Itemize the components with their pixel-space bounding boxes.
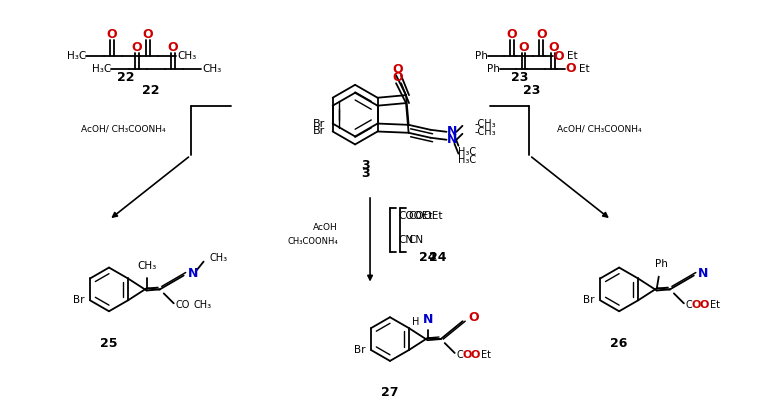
Text: 22: 22 [118, 71, 134, 84]
Text: C: C [686, 300, 693, 310]
Text: 25: 25 [101, 337, 118, 350]
Text: O: O [548, 41, 558, 54]
Text: CH₃: CH₃ [194, 300, 212, 310]
Text: -CH₃: -CH₃ [475, 127, 496, 137]
Text: CO: CO [176, 300, 190, 310]
Text: 27: 27 [381, 386, 399, 399]
Text: H₃C: H₃C [91, 64, 111, 74]
Text: O: O [471, 350, 480, 360]
Text: CN: CN [408, 235, 423, 245]
Text: O: O [536, 28, 547, 41]
Text: Br: Br [583, 295, 594, 305]
Text: O: O [167, 41, 178, 54]
Text: AcOH: AcOH [313, 223, 338, 232]
Text: N: N [422, 313, 433, 326]
Text: 23: 23 [511, 71, 528, 84]
Text: O: O [392, 63, 403, 76]
Text: CH₃: CH₃ [210, 253, 227, 263]
Text: CN: CN [398, 235, 413, 245]
Text: O: O [700, 300, 709, 310]
Text: Br: Br [72, 295, 84, 305]
Text: 3: 3 [361, 167, 369, 180]
Text: H: H [412, 317, 419, 327]
Text: O: O [107, 28, 118, 41]
Text: C: C [457, 350, 463, 360]
Text: 3: 3 [361, 159, 369, 172]
Text: O: O [392, 71, 403, 84]
Text: Et: Et [710, 300, 720, 310]
Text: O: O [468, 311, 479, 324]
Text: CH₃: CH₃ [203, 64, 222, 74]
Text: O: O [462, 350, 472, 360]
Text: Br: Br [313, 127, 325, 136]
Text: O: O [518, 41, 529, 54]
Text: CH₃: CH₃ [137, 260, 156, 271]
Text: AcOH/ CH₃COONH₄: AcOH/ CH₃COONH₄ [558, 124, 642, 133]
Text: O: O [131, 41, 142, 54]
Text: N: N [187, 267, 198, 280]
Text: Ph: Ph [475, 51, 488, 61]
Text: COOEt: COOEt [398, 211, 432, 221]
Text: Et: Et [579, 64, 590, 74]
Text: O: O [565, 62, 576, 75]
Text: O: O [692, 300, 701, 310]
Text: 23: 23 [523, 84, 540, 97]
Text: 24: 24 [419, 251, 436, 264]
Text: Br: Br [353, 345, 365, 355]
Text: CH₃: CH₃ [177, 51, 197, 61]
Text: CH₃COONH₄: CH₃COONH₄ [287, 237, 338, 246]
Text: N: N [698, 267, 708, 280]
Text: 26: 26 [611, 337, 627, 350]
Text: -CH₃: -CH₃ [475, 119, 496, 129]
Text: COOEt: COOEt [408, 211, 442, 221]
Text: O: O [143, 28, 153, 41]
Text: O: O [506, 28, 517, 41]
Text: H₃C: H₃C [67, 51, 86, 61]
Text: Br: Br [313, 118, 325, 129]
Text: Et: Et [481, 350, 491, 360]
Text: N: N [446, 133, 457, 146]
Text: Ph: Ph [655, 259, 668, 269]
Text: O: O [554, 50, 564, 63]
Text: H₃C: H₃C [458, 155, 477, 164]
Text: 24: 24 [429, 251, 446, 264]
Text: Ph: Ph [487, 64, 499, 74]
Text: AcOH/ CH₃COONH₄: AcOH/ CH₃COONH₄ [81, 124, 166, 133]
Text: Et: Et [568, 51, 578, 61]
Text: N: N [446, 125, 457, 138]
Text: H₃C: H₃C [458, 147, 477, 157]
Text: 22: 22 [142, 84, 160, 97]
